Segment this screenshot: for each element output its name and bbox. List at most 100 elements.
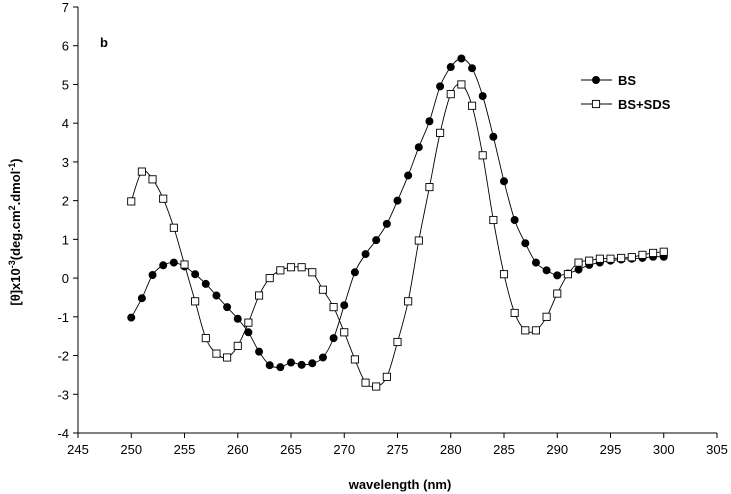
legend-label: BS+SDS (618, 97, 671, 112)
data-point (127, 313, 136, 322)
x-tick-label: 270 (333, 442, 355, 457)
data-point (542, 312, 551, 321)
y-tick-label: 0 (62, 271, 69, 286)
x-tick-label: 300 (653, 442, 675, 457)
data-point (159, 261, 168, 270)
data-point (404, 171, 413, 180)
data-point (446, 90, 455, 99)
y-tick-label: -4 (57, 426, 69, 441)
data-point (627, 253, 636, 262)
data-point (233, 341, 242, 350)
y-tick-label: 1 (62, 232, 69, 247)
data-point (553, 271, 562, 280)
x-tick-label: 280 (440, 442, 462, 457)
data-point (595, 254, 604, 263)
data-point (393, 196, 402, 205)
data-point (201, 279, 210, 288)
data-point (223, 353, 232, 362)
data-point (478, 151, 487, 160)
data-point (308, 359, 317, 368)
y-tick-label: -2 (57, 349, 69, 364)
y-axis-label: [θ]x10-3(deg.cm2.dmol-1) (7, 158, 23, 305)
data-point (531, 326, 540, 335)
data-point (436, 128, 445, 137)
data-point (265, 361, 274, 370)
legend-marker (592, 76, 601, 85)
y-tick-label: 6 (62, 39, 69, 54)
data-point (510, 308, 519, 317)
y-tick-label: 5 (62, 77, 69, 92)
data-point (638, 250, 647, 259)
series-line (130, 58, 664, 368)
y-tick-label: 3 (62, 155, 69, 170)
x-tick-label: 290 (546, 442, 568, 457)
data-point (254, 291, 264, 300)
data-point (212, 291, 221, 300)
data-point (478, 92, 487, 101)
x-tick-label: 275 (387, 442, 409, 457)
data-point (191, 270, 200, 279)
data-point (212, 349, 221, 358)
axis-ticks: 245 250 255 260 265 270 275 280 285 290 295 300 305-… (57, 0, 727, 457)
data-point (297, 263, 306, 272)
data-point (606, 254, 615, 263)
data-point (350, 355, 359, 364)
x-tick-label: 250 (120, 442, 142, 457)
data-point (148, 175, 157, 184)
x-tick-label: 305 (706, 442, 728, 457)
data-point (499, 177, 508, 186)
data-point (372, 382, 381, 391)
x-tick-label: 285 (493, 442, 515, 457)
data-point (372, 236, 381, 245)
data-point (180, 260, 189, 269)
data-point (297, 360, 306, 369)
data-point (201, 334, 210, 343)
data-point (286, 263, 296, 272)
data-point (563, 270, 572, 279)
y-tick-label: -1 (57, 310, 69, 325)
data-point (308, 268, 317, 277)
data-point (649, 248, 658, 257)
legend-marker (591, 99, 601, 109)
y-tick-label: 7 (62, 0, 69, 15)
data-point (340, 301, 349, 310)
data-point (659, 247, 668, 256)
x-tick-label: 255 (174, 442, 196, 457)
legend: BS BS+SDS (581, 73, 671, 112)
data-point (574, 258, 583, 267)
data-point (457, 54, 466, 63)
data-point (318, 285, 328, 294)
data-point (361, 378, 370, 387)
data-point (574, 265, 583, 274)
y-tick-label: 4 (62, 116, 69, 131)
data-point (169, 258, 178, 267)
legend-item: BS+SDS (581, 97, 671, 112)
data-point (169, 223, 178, 232)
data-point (510, 215, 519, 224)
x-tick-label: 245 (67, 442, 89, 457)
data-point (553, 289, 562, 298)
data-point (318, 353, 327, 362)
legend-item: BS (581, 73, 636, 88)
data-point (404, 297, 413, 306)
data-point (542, 266, 551, 275)
data-point (159, 194, 168, 203)
data-point (191, 297, 200, 306)
data-point (425, 183, 434, 192)
data-point (350, 268, 359, 277)
data-point (255, 347, 264, 356)
legend-label: BS (618, 73, 636, 88)
data-point (244, 318, 253, 327)
data-point (446, 63, 455, 72)
data-point (382, 372, 391, 381)
data-point (137, 294, 146, 303)
data-point (468, 101, 477, 110)
data-point (382, 219, 391, 228)
data-point (489, 132, 498, 141)
x-tick-label: 295 (600, 442, 622, 457)
data-point (531, 258, 540, 267)
series-bs (127, 54, 668, 372)
data-point (223, 303, 232, 312)
data-point (148, 270, 157, 279)
